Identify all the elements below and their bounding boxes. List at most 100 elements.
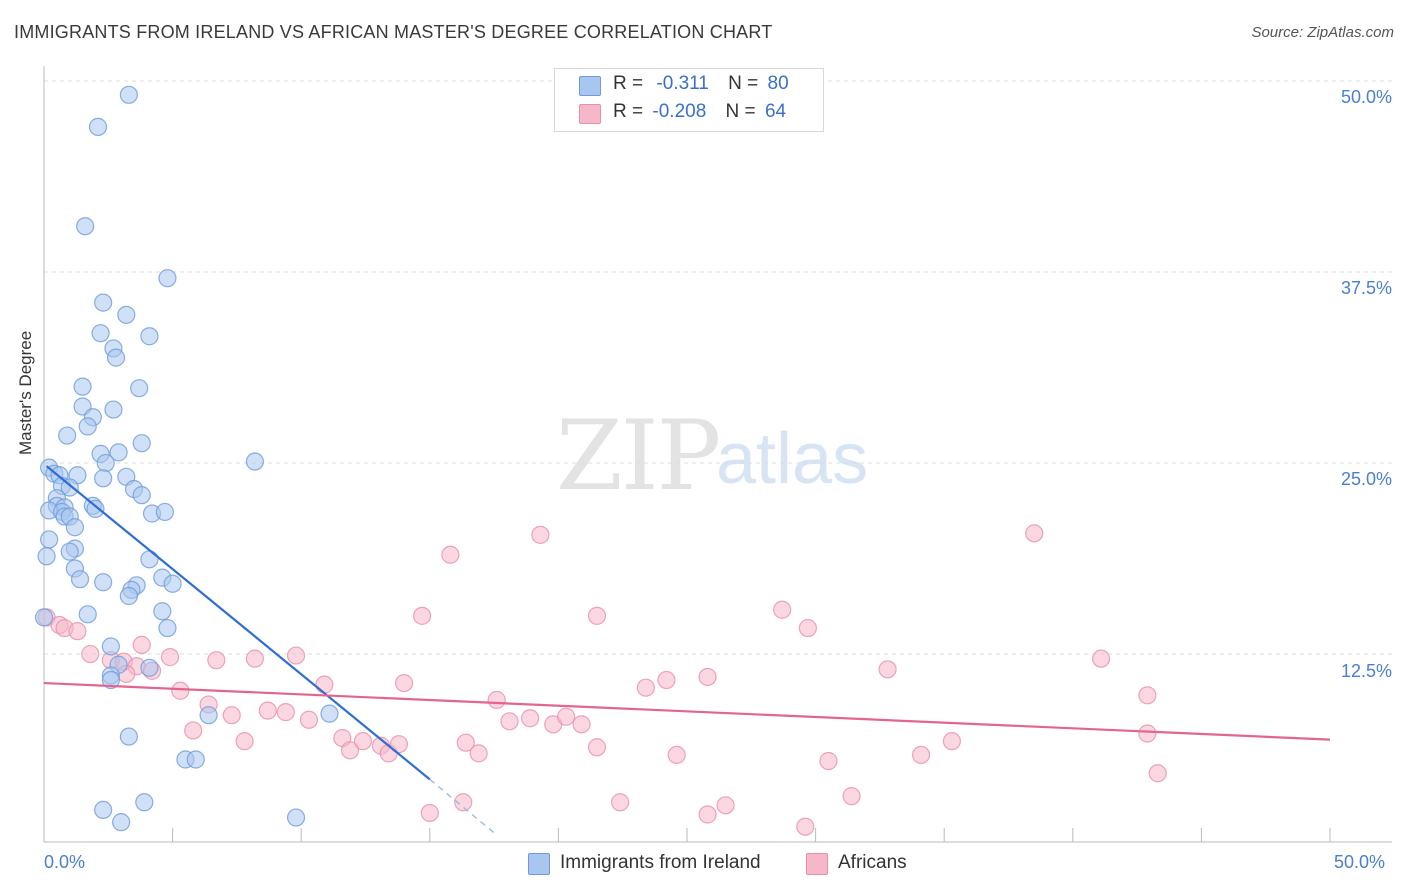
point-ireland — [88, 117, 108, 136]
legend-r-label: R = — [613, 101, 644, 122]
point-africans — [454, 793, 473, 812]
point-africans — [441, 545, 460, 564]
point-ireland — [135, 793, 154, 812]
point-africans — [315, 675, 334, 694]
point-africans — [222, 706, 241, 725]
point-ireland — [153, 602, 172, 621]
point-ireland — [58, 426, 77, 445]
point-africans — [299, 710, 319, 729]
point-ireland — [155, 502, 174, 522]
point-africans — [487, 690, 506, 709]
point-ireland — [140, 327, 159, 346]
point-africans — [521, 709, 540, 728]
point-africans — [587, 606, 607, 625]
point-africans — [667, 745, 686, 765]
point-africans — [68, 622, 87, 641]
point-ireland — [94, 800, 113, 820]
point-africans — [557, 707, 576, 726]
point-ireland — [245, 452, 265, 471]
point-ireland — [96, 453, 115, 473]
point-ireland — [40, 530, 59, 549]
legend-r-label: R = — [613, 73, 644, 94]
point-africans — [911, 745, 931, 765]
point-africans — [636, 678, 655, 697]
point-ireland — [101, 670, 120, 690]
trendline-ireland — [45, 465, 431, 781]
point-ireland — [78, 605, 97, 624]
point-ireland — [119, 727, 138, 746]
point-ireland — [119, 586, 138, 606]
point-ireland — [91, 324, 110, 343]
point-africans — [235, 732, 254, 751]
point-africans — [171, 681, 190, 700]
point-ireland — [76, 217, 95, 236]
point-africans — [132, 635, 151, 654]
point-ireland — [94, 293, 113, 312]
point-ireland — [130, 379, 149, 398]
point-africans — [245, 649, 265, 668]
y-tick-12-5: 12.5% — [1340, 661, 1392, 681]
point-africans — [572, 715, 591, 734]
point-africans — [394, 673, 414, 693]
point-africans — [798, 618, 817, 638]
legend-r-value: -0.208 — [652, 101, 707, 122]
point-africans — [500, 712, 519, 731]
point-africans — [716, 796, 735, 815]
point-ireland — [78, 417, 97, 436]
watermark-zip: ZIP — [556, 400, 721, 512]
point-africans — [1025, 524, 1044, 543]
point-ireland — [94, 469, 113, 488]
chart-title: IMMIGRANTS FROM IRELAND VS AFRICAN MASTE… — [14, 22, 773, 42]
point-ireland — [37, 547, 56, 566]
point-africans — [1138, 686, 1157, 705]
point-africans — [942, 732, 962, 751]
point-africans — [878, 660, 897, 679]
point-ireland — [158, 618, 177, 638]
point-africans — [531, 525, 550, 544]
point-ireland — [60, 542, 79, 561]
point-ireland — [140, 550, 159, 569]
point-africans — [819, 751, 838, 771]
point-africans — [657, 670, 676, 690]
point-africans — [412, 606, 432, 625]
point-africans — [184, 721, 203, 740]
point-ireland — [320, 704, 339, 723]
x-tick-0: 0.0% — [44, 852, 86, 872]
watermark-atlas: atlas — [716, 419, 869, 499]
point-ireland — [158, 269, 177, 288]
point-ireland — [132, 486, 151, 505]
point-africans — [1148, 764, 1167, 783]
point-africans — [773, 600, 792, 619]
trendline-ireland-extension — [429, 778, 495, 834]
point-africans — [796, 817, 815, 836]
point-africans — [698, 667, 717, 687]
point-ireland — [117, 305, 136, 324]
legend-n-value: 80 — [767, 73, 789, 94]
point-africans — [1138, 724, 1157, 743]
y-tick-25: 25.0% — [1340, 469, 1392, 489]
bottom-legend-swatch-ireland — [528, 853, 550, 875]
point-africans — [81, 644, 100, 664]
point-ireland — [199, 706, 218, 725]
point-ireland — [286, 808, 306, 827]
point-africans — [276, 703, 295, 722]
point-ireland — [163, 574, 182, 593]
trendline-africans — [43, 681, 1331, 741]
point-africans — [587, 738, 607, 757]
legend-r-value: -0.311 — [656, 73, 709, 94]
point-ireland — [73, 377, 92, 396]
point-ireland — [34, 608, 54, 627]
point-africans — [420, 803, 439, 823]
y-tick-50: 50.0% — [1340, 87, 1392, 107]
point-ireland — [104, 400, 123, 419]
legend-n-label: N = — [728, 73, 759, 94]
point-ireland — [112, 813, 131, 832]
legend-swatch-ireland — [579, 76, 601, 96]
point-africans — [611, 793, 630, 812]
point-ireland — [109, 443, 128, 462]
point-ireland — [119, 85, 138, 104]
legend-swatch-africans — [579, 104, 601, 124]
point-africans — [340, 741, 360, 760]
point-ireland — [101, 637, 120, 656]
bottom-legend-label-africans: Africans — [838, 852, 907, 873]
